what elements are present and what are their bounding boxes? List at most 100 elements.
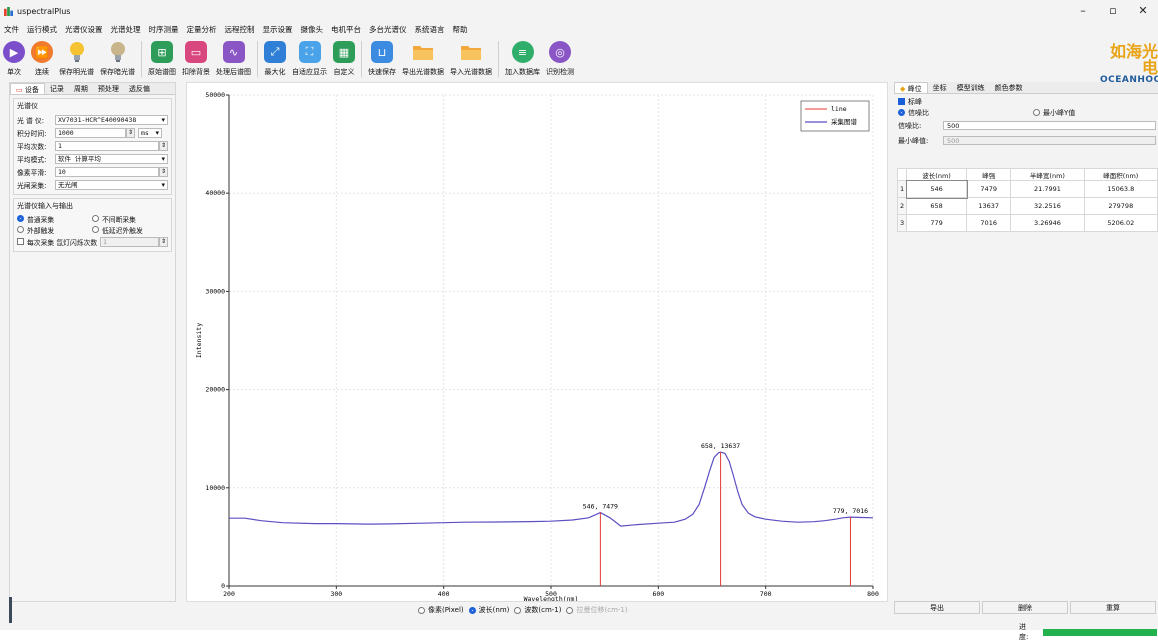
column-header[interactable]: 峰面积(nm) xyxy=(1083,168,1158,181)
toolbar-button-6[interactable]: ▭ 扣除背景 xyxy=(179,41,213,77)
toolbar-button-18[interactable]: ◎ 识别检测 xyxy=(543,41,577,77)
menu-item-4[interactable]: 时序测量 xyxy=(148,25,179,34)
lamp-flash-checkbox[interactable] xyxy=(17,238,24,245)
toolbar-button-14[interactable]: 导出光谱数据 xyxy=(399,41,447,77)
tab-period[interactable]: 周期 xyxy=(73,85,88,93)
toolbar-button-1[interactable]: ⏩ 连续 xyxy=(28,41,56,77)
toolbar-label: 处理后谱图 xyxy=(216,68,251,76)
tab-coordinates[interactable]: 坐标 xyxy=(932,84,947,92)
continuous-acquire-radio[interactable]: 不间断采集 xyxy=(92,214,167,224)
tab-color-params[interactable]: 颜色参数 xyxy=(994,84,1023,92)
menu-item-1[interactable]: 运行模式 xyxy=(27,25,57,34)
toolbar-button-13[interactable]: ⊔ 快速保存 xyxy=(365,41,399,77)
average-stepper[interactable]: ⇕ xyxy=(159,140,168,151)
menu-item-5[interactable]: 定量分析 xyxy=(186,25,217,34)
spectrometer-section: 光谱仪 光 谱 仪: XV7031-HCR^E40090438 积分时间: 10… xyxy=(13,98,172,195)
table-cell[interactable]: 546 xyxy=(905,179,968,199)
low-latency-trigger-radio[interactable]: 低延迟外触发 xyxy=(92,225,167,235)
avg-mode-select[interactable]: 软件 计算平均 xyxy=(55,153,168,164)
close-button[interactable]: ✕ xyxy=(1138,4,1148,17)
table-cell[interactable]: 7016 xyxy=(966,214,1012,232)
column-header[interactable]: 峰强 xyxy=(966,168,1012,181)
tab-peak[interactable]: ◆ 峰位 xyxy=(894,82,928,93)
menu-item-9[interactable]: 电机平台 xyxy=(331,25,361,34)
toolbar-button-11[interactable]: ▦ 自定义 xyxy=(330,41,358,77)
restore-button[interactable]: ▫ xyxy=(1109,4,1117,17)
menu-item-8[interactable]: 摄像头 xyxy=(300,25,324,34)
table-cell[interactable]: 13637 xyxy=(966,197,1012,215)
tab-device[interactable]: ▭ 设备 xyxy=(10,83,45,94)
table-cell[interactable]: 21.7991 xyxy=(1010,180,1085,198)
column-header[interactable]: 半峰宽(nm) xyxy=(1010,168,1085,181)
table-cell[interactable]: 779 xyxy=(905,214,968,232)
x-mode-radio-3[interactable]: 拉曼位移(cm-1) xyxy=(566,605,628,615)
min-peak-radio[interactable]: 最小峰Y值 xyxy=(1033,108,1075,118)
menu-item-12[interactable]: 帮助 xyxy=(452,25,468,34)
integration-stepper[interactable]: ⇕ xyxy=(126,127,135,138)
toolbar-button-7[interactable]: ∿ 处理后谱图 xyxy=(213,41,254,77)
shutter-select[interactable]: 无光闸 xyxy=(55,179,168,190)
lamp-flash-stepper[interactable]: ⇕ xyxy=(159,236,168,247)
analysis-panel: ◆ 峰位 坐标 模型训练 颜色参数 标峰 信噪比 最小峰Y值 信噪比: 500 … xyxy=(894,82,1158,626)
x-mode-radio-2[interactable]: 波数(cm-1) xyxy=(514,605,561,615)
export-button[interactable]: 导出 xyxy=(894,601,980,614)
table-cell[interactable]: 279798 xyxy=(1083,197,1158,215)
x-mode-radio-1[interactable]: 波长(nm) xyxy=(468,605,509,615)
x-tick-label: 200 xyxy=(223,590,235,598)
panel-grip[interactable] xyxy=(9,597,12,623)
menu-item-10[interactable]: 多台光谱仪 xyxy=(369,25,407,34)
toolbar-button-15[interactable]: 导入光谱数据 xyxy=(447,41,495,77)
tab-record[interactable]: 记录 xyxy=(49,85,64,93)
toolbar-button-2[interactable]: 保存明光谱 xyxy=(56,41,97,77)
table-cell[interactable]: 3.26946 xyxy=(1010,214,1085,232)
title-bar: uspectralPlus – ▫ ✕ xyxy=(0,0,1158,22)
smooth-row: 像素平滑: 10 ⇕ xyxy=(17,165,168,178)
min-peak-input[interactable]: 500 xyxy=(943,136,1156,145)
table-row[interactable]: 3 779 7016 3.26946 5206.02 xyxy=(897,214,1158,232)
integration-unit-select[interactable]: ms xyxy=(138,127,162,138)
smooth-stepper[interactable]: ⇕ xyxy=(159,166,168,177)
menu-item-3[interactable]: 光谱处理 xyxy=(110,25,141,34)
tab-preprocess[interactable]: 预处理 xyxy=(97,85,119,93)
menu-item-7[interactable]: 显示设置 xyxy=(262,25,293,34)
external-trigger-radio[interactable]: 外部触发 xyxy=(17,225,92,235)
row-number: 2 xyxy=(897,197,907,215)
column-header[interactable]: 波长(nm) xyxy=(905,168,968,181)
toolbar-button-0[interactable]: ▶ 单次 xyxy=(0,41,28,77)
menu-item-6[interactable]: 远程控制 xyxy=(224,25,255,34)
x-mode-radio-0[interactable]: 像素(Pixel) xyxy=(418,605,464,615)
table-cell[interactable]: 32.2516 xyxy=(1010,197,1085,215)
menu-item-2[interactable]: 光谱仪设置 xyxy=(65,25,103,34)
spectrum-chart[interactable]: 0 10000 20000 30000 40000 50000 200 300 400 500 60… xyxy=(187,83,887,603)
toolbar-button-17[interactable]: ≡ 加入数据库 xyxy=(502,41,543,77)
toolbar-button-5[interactable]: ⊞ 原始谱图 xyxy=(145,41,179,77)
avg-mode-label: 平均模式: xyxy=(17,155,47,164)
table-cell[interactable]: 658 xyxy=(905,197,968,215)
table-cell[interactable]: 7479 xyxy=(966,180,1012,198)
toolbar-button-9[interactable]: ⤢ 最大化 xyxy=(261,41,289,77)
recalc-button[interactable]: 重算 xyxy=(1070,601,1156,614)
delete-button[interactable]: 删除 xyxy=(982,601,1068,614)
table-row[interactable]: 2 658 13637 32.2516 279798 xyxy=(897,197,1158,215)
spectrum-plot[interactable]: 0 10000 20000 30000 40000 50000 200 300 400 500 60… xyxy=(186,82,888,603)
snr-input[interactable]: 500 xyxy=(943,121,1156,130)
table-cell[interactable]: 5206.02 xyxy=(1083,214,1158,232)
lamp-flash-input[interactable]: 1 xyxy=(100,236,159,247)
normal-acquire-radio[interactable]: 普通采集 xyxy=(17,214,92,224)
find-peak-row: 标峰 xyxy=(898,96,1156,107)
toolbar-button-10[interactable]: ⛶ 自适应显示 xyxy=(289,41,330,77)
table-row[interactable]: 1 546 7479 21.7991 15063.8 xyxy=(897,179,1158,199)
smooth-input[interactable]: 10 xyxy=(55,166,159,177)
device-select[interactable]: XV7031-HCR^E40090438 xyxy=(55,114,168,125)
menu-item-11[interactable]: 系统语言 xyxy=(414,25,445,34)
toolbar-button-3[interactable]: 保存暗光谱 xyxy=(97,41,138,77)
integration-input[interactable]: 1000 xyxy=(55,127,126,138)
find-peak-checkbox[interactable] xyxy=(898,98,905,105)
snr-radio[interactable]: 信噪比 xyxy=(898,108,1033,118)
minimize-button[interactable]: – xyxy=(1080,4,1086,17)
menu-item-0[interactable]: 文件 xyxy=(4,25,19,34)
average-input[interactable]: 1 xyxy=(55,140,159,151)
table-cell[interactable]: 15063.8 xyxy=(1083,180,1158,198)
tab-trans-reflect[interactable]: 透反偏 xyxy=(128,85,150,93)
tab-model-training[interactable]: 模型训练 xyxy=(956,84,985,92)
